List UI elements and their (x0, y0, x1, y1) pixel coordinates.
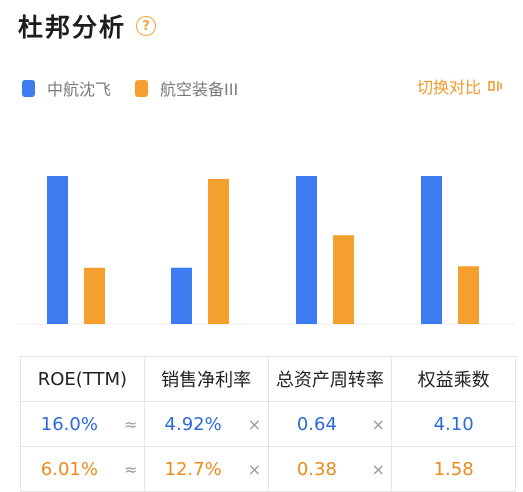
table-header-row: ROE(TTM) 销售净利率 总资产周转率 权益乘数 (20, 356, 516, 402)
header-asset-turnover: 总资产周转率 (267, 356, 393, 402)
approx-icon: ≈ (124, 414, 138, 434)
bar-company-1 (171, 267, 192, 324)
switch-compare-label: 切换对比 (416, 78, 481, 97)
page-title: 杜邦分析 (18, 13, 127, 42)
legend-label-company: 中航沈飞 (47, 80, 112, 99)
times-icon: × (247, 414, 262, 434)
bar-company-0 (47, 176, 68, 324)
legend-item-industry: 航空装备III (135, 76, 238, 100)
switch-compare-button[interactable]: 切换对比 (417, 74, 505, 98)
times-icon: × (247, 459, 262, 479)
bar-industry-0 (84, 267, 105, 324)
table-row-company: 16.0% ≈ 4.92% × 0.64 × 4.10 (20, 401, 516, 447)
times-icon: × (371, 414, 385, 434)
header-net-margin: 销售净利率 (143, 356, 269, 402)
header: 杜邦分析 ? (18, 8, 157, 44)
cell-net-margin: 4.92% × (143, 401, 269, 447)
help-icon[interactable]: ? (136, 16, 157, 36)
table-row-industry: 6.01% ≈ 12.7% × 0.38 × 1.58 (20, 446, 516, 492)
speaker-switch-icon (487, 77, 505, 95)
cell-asset-turnover: 0.38 × (267, 446, 393, 492)
bar-company-2 (296, 176, 317, 324)
header-equity-multiplier: 权益乘数 (391, 356, 516, 402)
dupont-table: ROE(TTM) 销售净利率 总资产周转率 权益乘数 16.0% ≈ 4.92% ×… (20, 356, 516, 492)
times-icon: × (371, 459, 385, 479)
legend-item-company: 中航沈飞 (22, 76, 111, 100)
legend-swatch-orange (135, 79, 149, 97)
cell-roe: 16.0% ≈ (20, 401, 145, 447)
chart-legend: 中航沈飞 航空装备III (22, 76, 262, 100)
bar-industry-1 (208, 178, 229, 324)
cell-equity-multiplier: 4.10 (391, 401, 516, 447)
bar-company-3 (421, 176, 442, 324)
dupont-bar-chart (18, 176, 515, 325)
cell-roe: 6.01% ≈ (20, 446, 145, 492)
approx-icon: ≈ (124, 459, 138, 479)
bar-industry-3 (458, 266, 479, 324)
cell-equity-multiplier: 1.58 (391, 446, 516, 492)
cell-asset-turnover: 0.64 × (267, 401, 393, 447)
legend-label-industry: 航空装备III (160, 80, 239, 99)
bar-industry-2 (333, 235, 354, 324)
cell-net-margin: 12.7% × (143, 446, 269, 492)
header-roe: ROE(TTM) (20, 356, 145, 402)
legend-swatch-blue (22, 79, 35, 97)
